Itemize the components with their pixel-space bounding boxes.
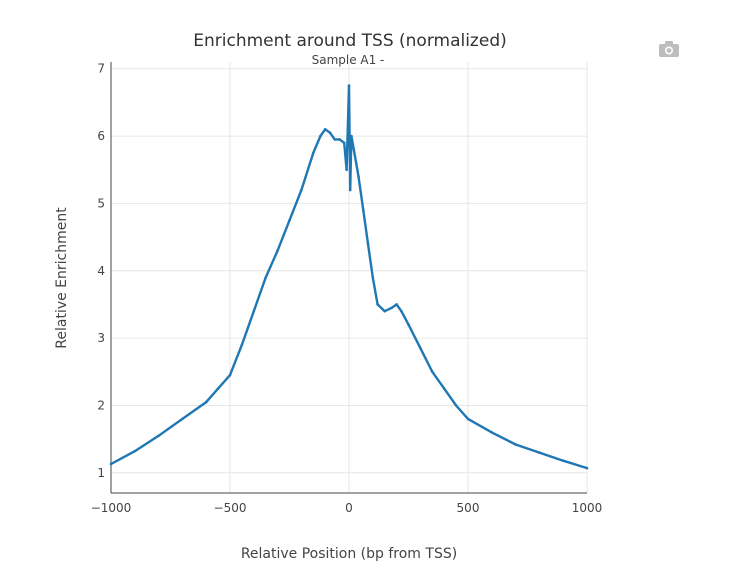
tick-labels: 1 2 3 4 5 6 7 −1000 −500 0 500 1000 bbox=[91, 62, 603, 515]
data-point bbox=[157, 434, 160, 438]
data-point bbox=[561, 459, 565, 463]
y-tick-label: 6 bbox=[97, 129, 105, 143]
y-tick-label: 1 bbox=[97, 466, 105, 480]
data-point bbox=[390, 306, 394, 310]
data-point bbox=[328, 131, 332, 134]
chart-title: Enrichment around TSS (normalized) bbox=[193, 31, 507, 51]
data-point bbox=[240, 343, 244, 347]
x-tick-label: 500 bbox=[457, 501, 480, 515]
data-point bbox=[350, 134, 353, 138]
data-point bbox=[514, 443, 517, 446]
data-point bbox=[352, 148, 356, 151]
y-tick-label: 4 bbox=[97, 264, 105, 278]
camera-icon bbox=[659, 41, 679, 57]
data-point bbox=[466, 417, 470, 421]
data-point bbox=[348, 188, 352, 192]
data-point bbox=[454, 404, 458, 407]
data-point bbox=[323, 128, 327, 131]
data-point bbox=[442, 387, 446, 390]
data-point bbox=[276, 249, 279, 252]
data-point bbox=[319, 134, 322, 138]
data-point bbox=[312, 151, 315, 155]
data-point bbox=[204, 400, 208, 404]
data-point bbox=[181, 417, 184, 421]
data-point bbox=[357, 175, 360, 178]
chart-subtitle: Sample A1 - bbox=[312, 53, 385, 67]
y-tick-label: 5 bbox=[97, 196, 105, 210]
y-tick-label: 2 bbox=[97, 398, 105, 412]
data-point bbox=[538, 451, 541, 454]
y-tick-label: 3 bbox=[97, 331, 105, 345]
data-point bbox=[431, 370, 434, 374]
data-point bbox=[383, 309, 387, 313]
download-plot-button[interactable] bbox=[658, 40, 680, 58]
data-point bbox=[347, 84, 351, 87]
data-point bbox=[338, 138, 341, 141]
data-point bbox=[252, 309, 256, 313]
data-point bbox=[366, 242, 370, 246]
data-point bbox=[400, 309, 403, 313]
data-point bbox=[490, 431, 494, 434]
data-point bbox=[362, 208, 365, 212]
data-point bbox=[264, 276, 268, 279]
x-tick-label: 1000 bbox=[572, 501, 603, 515]
data-point bbox=[228, 373, 232, 377]
data-point bbox=[109, 462, 113, 466]
data-point bbox=[133, 449, 137, 453]
x-tick-label: −1000 bbox=[91, 501, 132, 515]
y-axis-label: Relative Enrichment bbox=[54, 207, 70, 349]
data-point bbox=[300, 188, 303, 192]
data-point bbox=[419, 346, 422, 350]
data-point bbox=[288, 219, 291, 222]
data-point bbox=[376, 303, 379, 306]
data-point bbox=[333, 138, 337, 141]
y-tick-label: 7 bbox=[97, 62, 105, 76]
data-point bbox=[395, 303, 398, 306]
data-point bbox=[585, 466, 589, 470]
data-point bbox=[407, 323, 410, 326]
x-tick-label: −500 bbox=[214, 501, 247, 515]
data-point bbox=[371, 276, 375, 279]
x-tick-label: 0 bbox=[345, 501, 353, 515]
data-point bbox=[342, 141, 346, 145]
data-point bbox=[345, 168, 348, 172]
x-axis-label: Relative Position (bp from TSS) bbox=[241, 546, 457, 562]
series-layer bbox=[109, 84, 589, 470]
data-point bbox=[216, 387, 220, 390]
